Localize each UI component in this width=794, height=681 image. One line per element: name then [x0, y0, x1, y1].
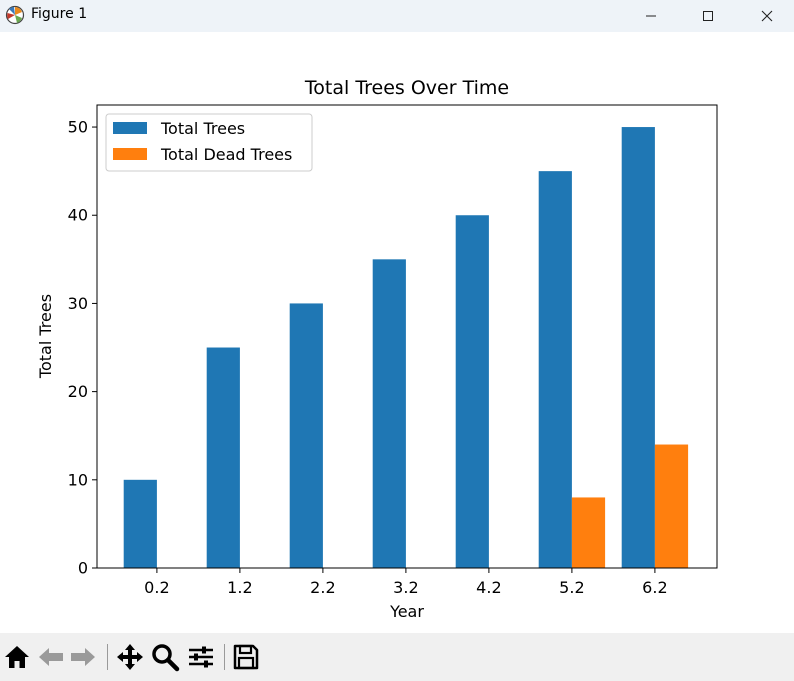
- window-titlebar: Figure 1: [0, 0, 794, 32]
- y-tick-label: 40: [68, 206, 88, 225]
- x-tick-label: 3.2: [393, 578, 418, 597]
- minimize-button[interactable]: [628, 0, 674, 32]
- y-tick-label: 20: [68, 382, 88, 401]
- x-tick-label: 6.2: [642, 578, 667, 597]
- bar-total-trees-0.2: [123, 479, 157, 568]
- zoom-button[interactable]: [150, 642, 180, 672]
- window-title: Figure 1: [31, 6, 88, 22]
- home-button[interactable]: [2, 642, 32, 672]
- legend-box: [105, 113, 313, 172]
- legend-label-total-trees: Total Trees: [160, 119, 245, 138]
- save-icon: [231, 644, 261, 676]
- y-tick-label: 10: [68, 470, 88, 489]
- bar-total-trees-5.2: [538, 171, 572, 568]
- configure-subplots-button[interactable]: [186, 642, 216, 672]
- bar-total-trees-6.2: [621, 127, 655, 569]
- navigation-toolbar: [0, 633, 794, 681]
- toolbar-separator: [224, 644, 225, 670]
- bar-chart: 0 10 20 30 40 50 0.2 1.2 2.2 3.2 4.2 5.2 6.2 Total …: [36, 77, 718, 621]
- bar-total-trees-1.2: [206, 347, 240, 568]
- bar-total-trees-3.2: [372, 259, 406, 568]
- legend-swatch-total-trees: [113, 122, 147, 134]
- x-tick-label: 0.2: [144, 578, 169, 597]
- maximize-icon: [702, 10, 714, 22]
- save-button[interactable]: [231, 642, 261, 672]
- pan-button[interactable]: [115, 642, 145, 672]
- x-tick-label: 5.2: [559, 578, 584, 597]
- y-tick-label: 50: [68, 118, 88, 137]
- home-icon: [2, 646, 32, 676]
- figure-canvas: 0 10 20 30 40 50 0.2 1.2 2.2 3.2 4.2 5.2 6.2 Total …: [0, 32, 794, 633]
- maximize-button[interactable]: [685, 0, 731, 32]
- matplotlib-app-icon: [5, 5, 25, 25]
- back-icon: [36, 648, 66, 676]
- bar-total-trees-2.2: [289, 303, 323, 568]
- configure-subplots-icon: [186, 646, 216, 676]
- chart-title: Total Trees Over Time: [304, 77, 509, 99]
- forward-icon: [68, 648, 98, 676]
- close-button[interactable]: [744, 0, 790, 32]
- y-tick-label: 30: [68, 294, 88, 313]
- legend-swatch-total-dead-trees: [113, 148, 147, 160]
- x-axis-label: Year: [389, 602, 424, 621]
- back-button[interactable]: [36, 642, 66, 672]
- close-icon: [761, 10, 773, 22]
- y-tick-label: 0: [78, 559, 88, 578]
- plot-frame: [96, 104, 718, 569]
- x-tick-label: 4.2: [476, 578, 501, 597]
- x-tick-label: 1.2: [227, 578, 252, 597]
- forward-button[interactable]: [68, 642, 98, 672]
- minimize-icon: [645, 10, 657, 22]
- bar-total-dead-trees-6.2: [654, 444, 689, 568]
- x-tick-label: 2.2: [310, 578, 335, 597]
- legend: Total Trees Total Dead Trees: [105, 113, 313, 172]
- pan-icon: [115, 644, 145, 676]
- zoom-icon: [150, 644, 180, 676]
- toolbar-separator: [107, 644, 108, 670]
- y-axis-label: Total Trees: [36, 294, 55, 379]
- bar-total-dead-trees-5.2: [571, 497, 606, 568]
- bar-total-trees-4.2: [455, 215, 489, 569]
- legend-label-total-dead-trees: Total Dead Trees: [160, 145, 292, 164]
